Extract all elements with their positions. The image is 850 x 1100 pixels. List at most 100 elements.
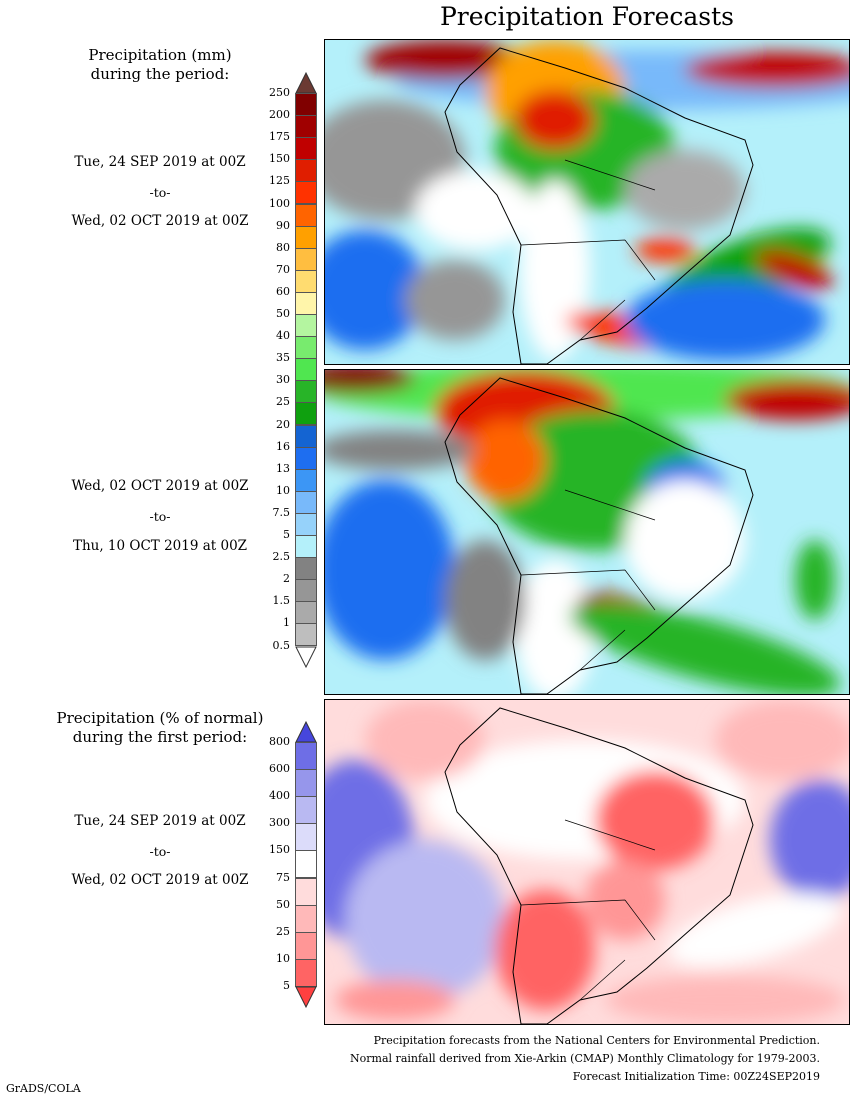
pct-tick-label: 5 xyxy=(283,978,290,992)
mm-color-box xyxy=(295,336,317,360)
mm-color-box xyxy=(295,269,317,293)
pct-heading-line2: during the first period: xyxy=(72,728,248,746)
mm-color-box xyxy=(295,247,317,271)
pct-color-box xyxy=(295,769,317,798)
pct-color-box xyxy=(295,958,317,987)
mm-color-box xyxy=(295,579,317,603)
country-borders xyxy=(520,489,656,671)
pct-bottom-arrow xyxy=(295,986,317,1008)
mm-tick-label: 0.5 xyxy=(272,638,291,652)
pct-heading-line1: Precipitation (% of normal) xyxy=(56,709,264,727)
mm-color-box xyxy=(295,314,317,338)
mm-color-box xyxy=(295,203,317,227)
period2-start: Wed, 02 OCT 2019 at 00Z xyxy=(71,478,249,494)
pct-color-box xyxy=(295,742,317,771)
pct-tick-label: 800 xyxy=(269,735,290,748)
mm-color-box xyxy=(295,115,317,139)
mm-color-box xyxy=(295,512,317,536)
mm-color-box xyxy=(295,424,317,448)
mm-top-arrow xyxy=(295,72,317,94)
mm-color-box xyxy=(295,490,317,514)
mm-tick-label: 13 xyxy=(276,461,290,475)
mm-color-box xyxy=(295,159,317,183)
period2-end: Thu, 10 OCT 2019 at 00Z xyxy=(72,538,248,554)
period1-start: Tue, 24 SEP 2019 at 00Z xyxy=(74,154,246,170)
mm-color-box xyxy=(295,380,317,404)
mm-tick-label: 125 xyxy=(269,174,290,188)
mm-color-box xyxy=(295,535,317,559)
map-panel-period1 xyxy=(324,39,850,365)
mm-color-box xyxy=(295,137,317,161)
mm-tick-label: 2.5 xyxy=(272,550,291,564)
mm-tick-label: 1 xyxy=(283,616,290,630)
mm-tick-label: 35 xyxy=(276,351,290,365)
mm-color-box xyxy=(295,557,317,581)
mm-tick-label: 80 xyxy=(276,240,290,254)
mm-tick-label: 1.5 xyxy=(272,594,291,608)
mm-tick-label: 7.5 xyxy=(272,505,291,519)
mm-color-box xyxy=(295,181,317,205)
pct-legend-heading: Precipitation (% of normal) during the f… xyxy=(0,709,320,747)
mm-legend-heading: Precipitation (mm) during the period: xyxy=(0,46,320,84)
pct-tick-label: 150 xyxy=(269,843,290,857)
mm-tick-label: 50 xyxy=(276,307,290,320)
mm-color-box xyxy=(295,93,317,117)
pct-tick-label: 10 xyxy=(276,951,290,965)
pct-color-box xyxy=(295,904,317,933)
mm-color-box xyxy=(295,623,317,647)
mm-color-box xyxy=(295,225,317,249)
mm-color-box xyxy=(295,358,317,382)
pct-tick-label: 300 xyxy=(269,816,290,830)
mm-tick-label: 70 xyxy=(276,262,290,276)
continent-outline xyxy=(444,47,754,364)
mm-tick-label: 16 xyxy=(276,439,290,453)
mm-heading-line2: during the period: xyxy=(90,65,230,83)
period1-sep: -to- xyxy=(149,185,171,200)
mm-tick-label: 150 xyxy=(269,152,290,166)
mm-tick-label: 60 xyxy=(276,284,290,298)
period1-end: Wed, 02 OCT 2019 at 00Z xyxy=(71,213,249,229)
mm-tick-label: 30 xyxy=(276,373,290,387)
mm-tick-label: 10 xyxy=(276,483,290,497)
mm-tick-label: 175 xyxy=(269,130,290,144)
footer-source-line: Precipitation forecasts from the Nationa… xyxy=(373,1034,820,1047)
mm-tick-label: 25 xyxy=(276,395,290,409)
pct-color-box xyxy=(295,823,317,852)
pct-tick-label: 400 xyxy=(269,789,290,803)
pct-tick-label: 75 xyxy=(276,870,290,884)
pct-color-box xyxy=(295,850,317,879)
mm-bottom-arrow xyxy=(295,646,317,668)
continent-outline xyxy=(444,707,754,1024)
pct-tick-label: 600 xyxy=(269,762,290,776)
page-title: Precipitation Forecasts xyxy=(439,2,735,31)
period3-start: Tue, 24 SEP 2019 at 00Z xyxy=(74,813,246,829)
map-panel-percent-normal xyxy=(324,699,850,1025)
footer-climatology-line: Normal rainfall derived from Xie-Arkin (… xyxy=(350,1052,820,1065)
pct-tick-label: 25 xyxy=(276,924,290,938)
mm-tick-label: 100 xyxy=(269,196,290,210)
country-borders xyxy=(520,159,656,341)
mm-tick-label: 5 xyxy=(283,528,290,541)
mm-color-box xyxy=(295,601,317,625)
mm-tick-label: 200 xyxy=(269,108,290,122)
mm-color-box xyxy=(295,402,317,426)
mm-tick-label: 250 xyxy=(269,86,290,99)
period2-sep: -to- xyxy=(149,509,171,524)
pct-color-box xyxy=(295,877,317,906)
mm-color-box xyxy=(295,446,317,470)
mm-tick-label: 40 xyxy=(276,329,290,343)
footer-init-time: Forecast Initialization Time: 00Z24SEP20… xyxy=(572,1070,820,1083)
continent-outline xyxy=(444,377,754,694)
map-panel-period2 xyxy=(324,369,850,695)
mm-tick-label: 20 xyxy=(276,417,290,431)
mm-color-box xyxy=(295,468,317,492)
mm-color-box xyxy=(295,291,317,315)
mm-heading-line1: Precipitation (mm) xyxy=(88,46,232,64)
country-borders xyxy=(520,819,656,1001)
pct-color-box xyxy=(295,796,317,825)
pct-top-arrow xyxy=(295,721,317,743)
pct-color-box xyxy=(295,931,317,960)
period3-sep: -to- xyxy=(149,844,171,859)
mm-tick-label: 2 xyxy=(283,572,290,586)
period3-end: Wed, 02 OCT 2019 at 00Z xyxy=(71,872,249,888)
